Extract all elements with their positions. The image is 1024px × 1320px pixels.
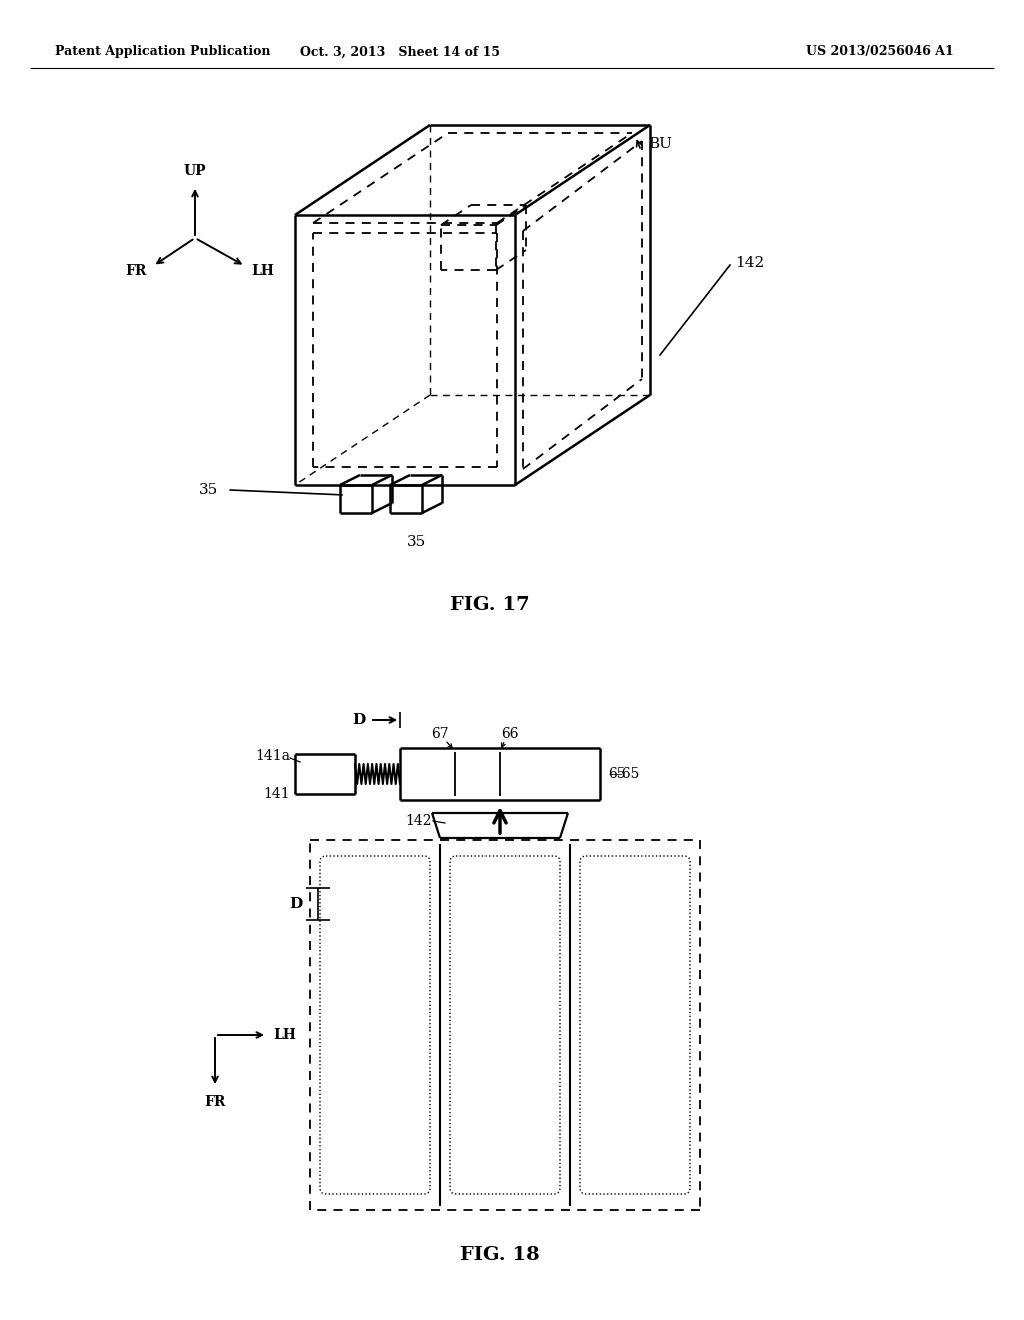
Text: UP: UP [183,164,206,178]
Text: D: D [290,898,303,911]
Text: 35: 35 [199,483,218,498]
Text: Oct. 3, 2013   Sheet 14 of 15: Oct. 3, 2013 Sheet 14 of 15 [300,45,500,58]
Text: FIG. 18: FIG. 18 [460,1246,540,1265]
Text: 142: 142 [735,256,764,271]
Text: 65: 65 [608,767,626,781]
Text: D: D [352,713,366,727]
Text: US 2013/0256046 A1: US 2013/0256046 A1 [806,45,954,58]
Text: 141: 141 [263,787,290,801]
FancyBboxPatch shape [450,855,560,1195]
FancyBboxPatch shape [319,855,430,1195]
Text: FR: FR [205,1096,225,1109]
Text: Patent Application Publication: Patent Application Publication [55,45,270,58]
Text: 141a: 141a [255,748,290,763]
Text: —65: —65 [608,767,639,781]
Text: 142: 142 [406,814,432,828]
Text: BU: BU [648,137,672,150]
Text: 35: 35 [407,535,426,549]
Text: 66: 66 [502,727,519,741]
Text: FR: FR [126,264,147,279]
FancyBboxPatch shape [580,855,690,1195]
Text: LH: LH [273,1028,296,1041]
Text: 67: 67 [431,727,449,741]
Text: LH: LH [251,264,273,279]
Text: FIG. 17: FIG. 17 [451,597,529,614]
